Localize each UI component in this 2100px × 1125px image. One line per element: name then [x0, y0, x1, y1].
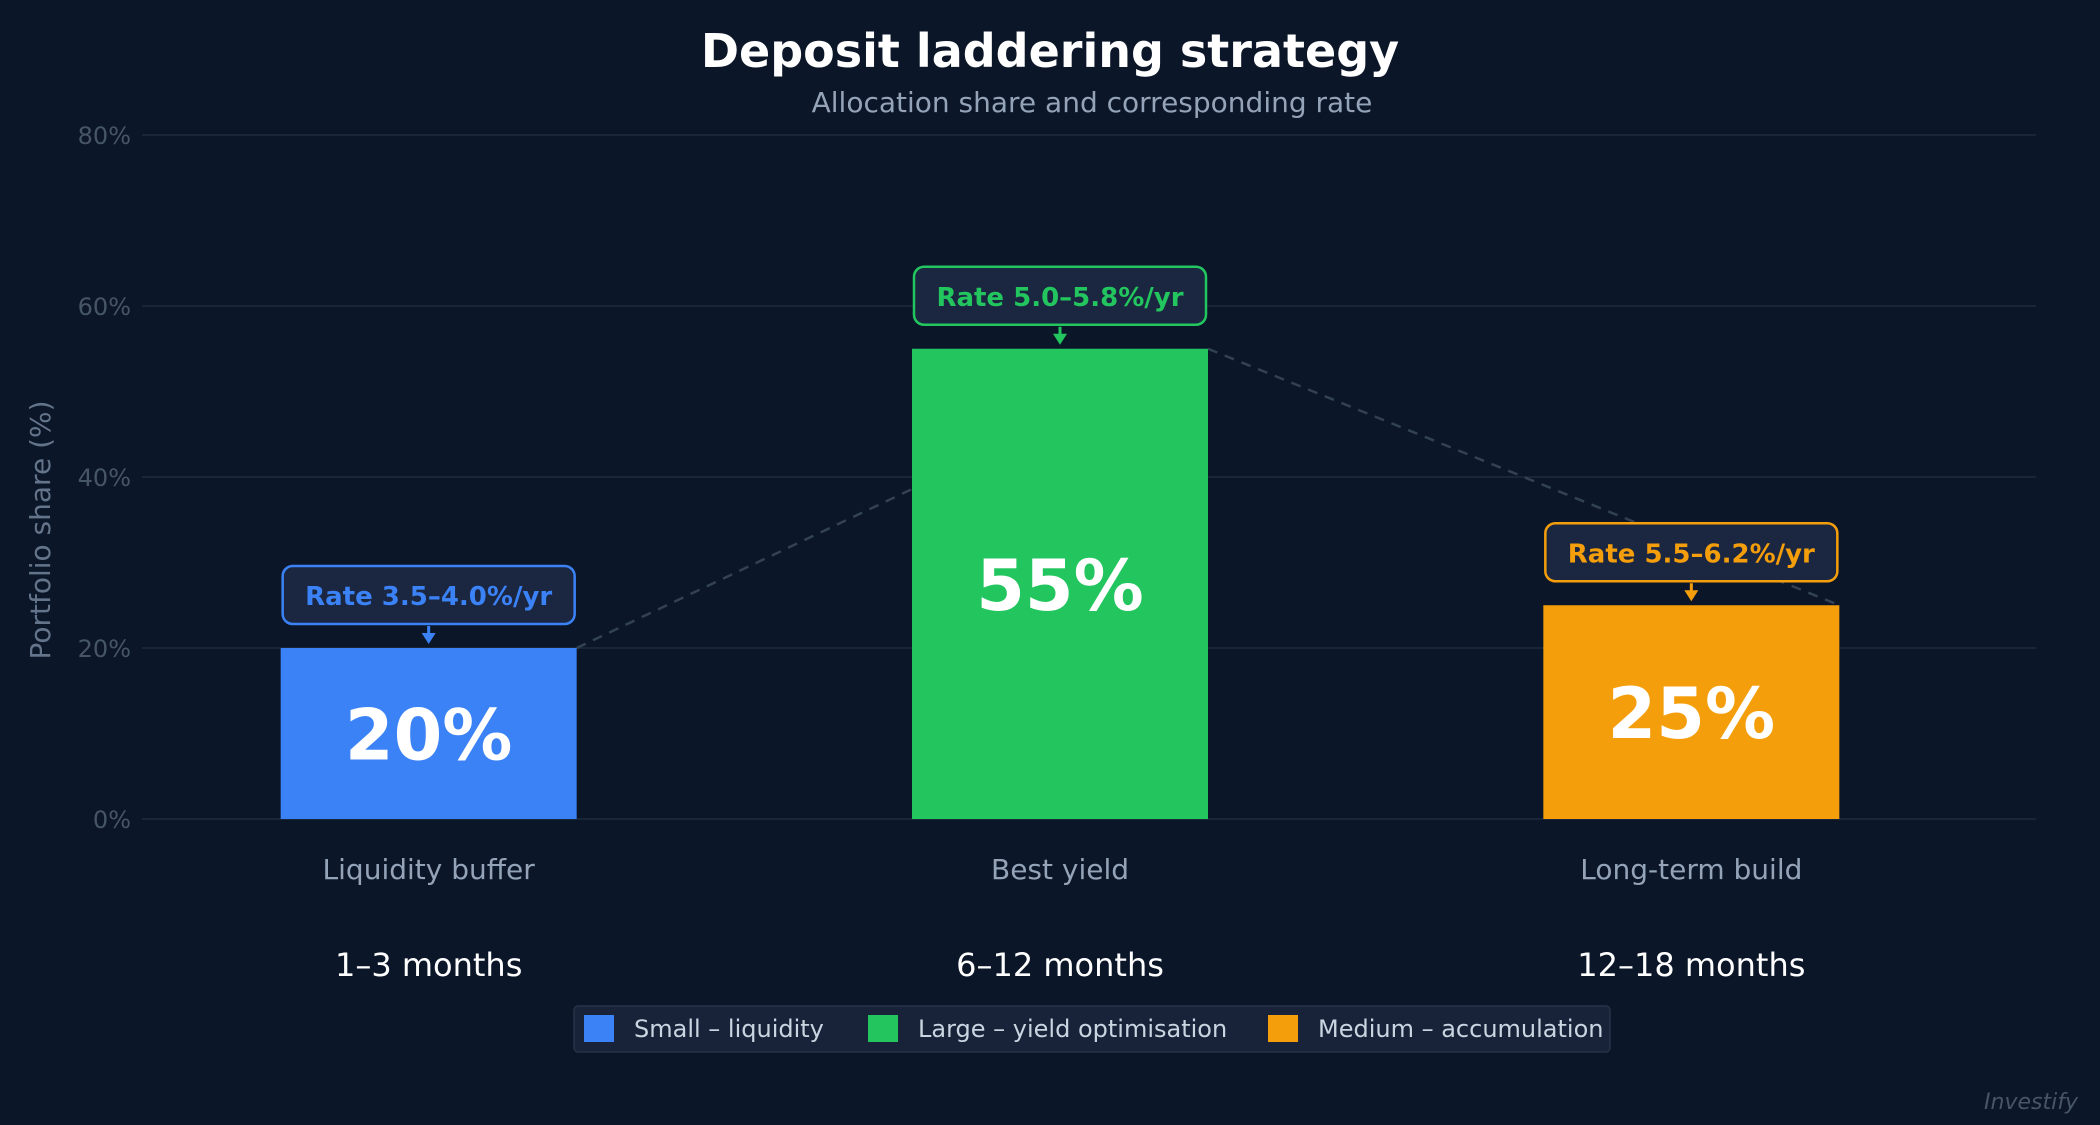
legend-entry: Large – yield optimisation — [918, 1015, 1227, 1043]
legend-swatch — [1268, 1015, 1298, 1042]
legend-swatch — [584, 1015, 614, 1042]
x-tick-label: Best yield — [991, 853, 1129, 886]
y-axis-label: Portfolio share (%) — [24, 400, 57, 659]
rate-callout-box — [281, 564, 576, 626]
rate-callout-arrow-icon — [1684, 590, 1699, 602]
bar-value-label: 55% — [976, 545, 1144, 627]
legend-box — [573, 1005, 1611, 1053]
rate-callout-arrow-icon — [421, 633, 436, 644]
bar — [280, 648, 577, 819]
watermark: Investify — [1984, 1090, 2079, 1115]
legend-swatch — [868, 1015, 898, 1042]
chart-subtitle: Allocation share and corresponding rate — [812, 86, 1373, 119]
labels: 20% Rate 3.5–4.0%/yr Liquidity buffer 1–3 m… — [281, 265, 1839, 984]
y-tick-label: 60% — [78, 293, 131, 321]
rate-callout-label: Rate 5.0–5.8%/yr — [936, 283, 1183, 313]
rate-callout-label: Rate 5.5–6.2%/yr — [1568, 539, 1815, 569]
y-tick-label: 0% — [93, 806, 131, 834]
x-tick-label: Long-term build — [1580, 853, 1802, 886]
bar — [1543, 605, 1840, 819]
y-tick-label: 80% — [78, 122, 131, 150]
x-tick-label: Liquidity buffer — [323, 853, 536, 886]
bar-value-label: 20% — [345, 695, 513, 777]
term-label: 1–3 months — [335, 946, 522, 984]
rate-callout-box — [912, 265, 1208, 326]
term-label: 6–12 months — [956, 946, 1164, 984]
y-tick-label: 20% — [78, 635, 131, 663]
legend: Small – liquidity Large – yield optimisat… — [573, 1005, 1611, 1053]
legend-entry: Medium – accumulation — [1318, 1015, 1603, 1043]
bar-value-label: 25% — [1608, 673, 1776, 755]
grid: 0% 20% 40% 60% 80% — [78, 122, 2036, 834]
chart-title: Deposit laddering strategy — [701, 24, 1399, 78]
rate-callout-label: Rate 3.5–4.0%/yr — [305, 582, 552, 612]
y-tick-label: 40% — [78, 464, 131, 492]
rate-callout-box — [1544, 522, 1839, 583]
bar — [912, 348, 1208, 819]
term-label: 12–18 months — [1577, 946, 1805, 984]
rate-callout-arrow-icon — [1053, 333, 1067, 345]
bars — [280, 348, 1840, 819]
legend-entry: Small – liquidity — [634, 1015, 824, 1043]
